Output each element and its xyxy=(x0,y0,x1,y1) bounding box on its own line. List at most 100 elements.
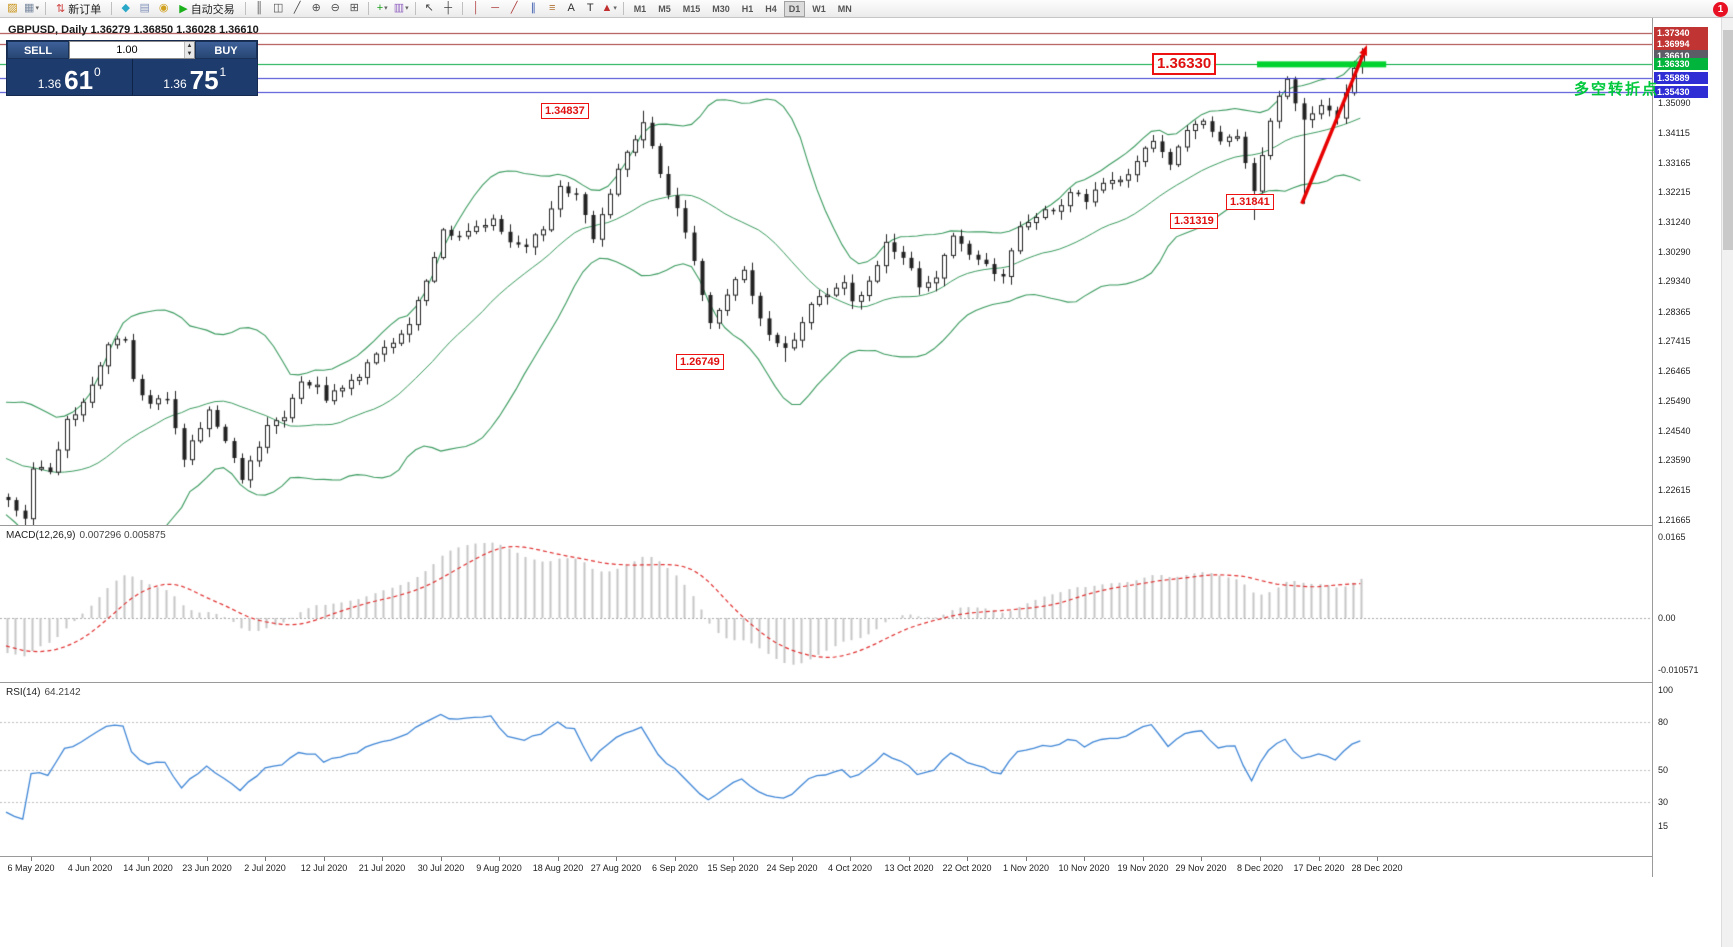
timeframe-m30[interactable]: M30 xyxy=(712,3,730,14)
new-order-button[interactable]: ⇅ 新订单 xyxy=(51,1,106,16)
timeframe-mn[interactable]: MN xyxy=(837,3,852,14)
navigator-icon[interactable]: ◉ xyxy=(158,2,169,14)
price-annotation-label[interactable]: 1.31319 xyxy=(1170,213,1218,229)
volume-down-button[interactable]: ▼ xyxy=(184,50,194,58)
indicators-icon[interactable]: + ▾ xyxy=(376,2,388,14)
zoom-out-icon[interactable]: ⊖ xyxy=(330,2,340,14)
sell-button[interactable]: SELL xyxy=(7,41,69,59)
time-tick xyxy=(207,857,208,861)
time-tick-label: 13 Oct 2020 xyxy=(884,863,934,873)
notification-badge[interactable]: 1 xyxy=(1713,2,1728,17)
price-annotation-label[interactable]: 1.31841 xyxy=(1226,194,1274,210)
new-order-button-icon: ⇅ xyxy=(56,3,66,15)
timeframe-m5[interactable]: M5 xyxy=(658,3,671,14)
profiles-icon[interactable]: ▦ ▾ xyxy=(24,2,39,14)
time-tick-label: 6 May 2020 xyxy=(7,863,55,873)
chevron-down-icon: ▾ xyxy=(405,5,409,12)
timeframe-m15[interactable]: M15 xyxy=(682,3,701,14)
vertical-line-icon[interactable]: │ xyxy=(472,2,480,14)
time-tick-label: 1 Nov 2020 xyxy=(1002,863,1050,873)
price-tick-label: 1.34115 xyxy=(1658,128,1690,139)
buy-price-big: 75 xyxy=(189,64,219,95)
autotrading-button[interactable]: ▶ 自动交易 xyxy=(174,1,239,16)
time-tick xyxy=(1260,857,1261,861)
time-tick xyxy=(558,857,559,861)
time-tick-label: 30 Jul 2020 xyxy=(417,863,465,873)
timeframe-h1[interactable]: H1 xyxy=(741,3,754,14)
zoom-in-icon[interactable]: ⊕ xyxy=(311,2,321,14)
time-tick-label: 21 Jul 2020 xyxy=(358,863,406,873)
rsi-panel-canvas[interactable] xyxy=(0,683,1652,856)
time-tick-label: 22 Oct 2020 xyxy=(942,863,992,873)
new-order-button-label: 新订单 xyxy=(68,3,102,16)
panel-separator-rsi[interactable] xyxy=(0,682,1652,683)
time-tick xyxy=(1201,857,1202,861)
timeframe-d1[interactable]: D1 xyxy=(783,0,806,17)
time-tick xyxy=(850,857,851,861)
crosshair-icon[interactable]: ┼ xyxy=(444,2,453,14)
trendline-icon[interactable]: ╱ xyxy=(510,2,518,14)
price-annotation-label[interactable]: 1.26749 xyxy=(676,354,724,370)
price-tick-label: 1.21665 xyxy=(1658,514,1691,525)
market-watch-icon[interactable]: ◆ xyxy=(121,2,130,14)
sell-price[interactable]: 1.36 61 0 xyxy=(7,59,133,95)
bar-chart-icon[interactable]: ║ xyxy=(255,2,264,14)
autotrading-button-label: 自动交易 xyxy=(190,3,235,16)
time-axis[interactable]: 6 May 2020 4 Jun 2020 14 Jun 2020 23 Jun 20… xyxy=(0,857,1652,877)
price-tick-label: 1.23590 xyxy=(1658,455,1691,466)
line-chart-icon[interactable]: ╱ xyxy=(293,2,301,14)
sell-price-prefix: 1.36 xyxy=(37,76,62,91)
volume-stepper: ▲ ▼ xyxy=(183,42,194,58)
new-chart-icon[interactable]: ▨ xyxy=(7,2,18,14)
time-tick xyxy=(148,857,149,861)
panel-separator-timeaxis xyxy=(0,856,1652,857)
time-tick xyxy=(499,857,500,861)
time-tick-label: 19 Nov 2020 xyxy=(1117,863,1169,873)
price-annotation-label[interactable]: 1.36330 xyxy=(1152,53,1217,75)
toolbar-separator xyxy=(111,2,113,15)
main-chart-canvas[interactable] xyxy=(0,18,1652,525)
fibonacci-icon[interactable]: ≡ xyxy=(548,2,556,14)
buy-price[interactable]: 1.36 75 1 xyxy=(133,59,258,95)
rsi-tick-label: 50 xyxy=(1658,765,1669,775)
time-tick xyxy=(1026,857,1027,861)
toolbar-separator xyxy=(45,2,46,15)
tile-windows-icon[interactable]: ⊞ xyxy=(349,2,359,14)
price-tick-label: 1.33165 xyxy=(1658,157,1691,168)
timeframe-w1[interactable]: W1 xyxy=(812,3,826,14)
timeframe-m1[interactable]: M1 xyxy=(633,3,647,14)
volume-input[interactable] xyxy=(70,42,184,58)
toolbar-separator xyxy=(244,2,246,15)
autotrading-button-icon: ▶ xyxy=(179,3,188,15)
price-tick-label: 1.30290 xyxy=(1658,246,1691,257)
arrows-icon[interactable]: ▲ ▾ xyxy=(601,2,617,14)
time-tick-label: 27 Aug 2020 xyxy=(590,863,642,873)
vertical-sc rollbar[interactable] xyxy=(1721,0,1733,947)
toolbar: ▨ ▦ ▾ ⇅ 新订单 ◆ ▤ ◉ ▶ 自动交易 ║ ◫ ╱ ⊕ ⊖ ⊞ + ▾ ▥ ▾ ↖ ┼ │ ─ ╱ ∥ ≡ A T ▲ ▾ M1 M5… xyxy=(0,0,1733,18)
timeframe-h4[interactable]: H4 xyxy=(765,3,777,14)
channel-icon[interactable]: ∥ xyxy=(530,2,536,14)
data-window-icon[interactable]: ▤ xyxy=(139,2,150,14)
panel-separator-macd[interactable] xyxy=(0,525,1652,526)
buy-button[interactable]: BUY xyxy=(195,41,257,59)
time-tick-label: 2 Jul 2020 xyxy=(244,863,286,873)
time-tick-label: 12 Jul 2020 xyxy=(300,863,348,873)
time-tick xyxy=(1319,857,1320,861)
scrollbar-thumb[interactable] xyxy=(1723,30,1733,250)
price-axis[interactable]: 1.35090 1.34115 1.33165 1.32215 1.31240 1.302… xyxy=(1652,18,1721,877)
macd-panel-canvas[interactable] xyxy=(0,526,1652,682)
macd-values: 0.007296 0.005875 xyxy=(79,530,166,541)
macd-name: MACD(12,26,9) xyxy=(6,530,76,541)
horizontal-line-icon[interactable]: ─ xyxy=(491,2,500,14)
cursor-icon[interactable]: ↖ xyxy=(424,2,434,14)
candlestick-chart-icon[interactable]: ◫ xyxy=(272,2,284,14)
templates-icon[interactable]: ▥ ▾ xyxy=(393,2,409,14)
macd-tick-label: 0.0165 xyxy=(1658,532,1686,543)
label-icon[interactable]: T xyxy=(586,2,594,14)
text-icon[interactable]: A xyxy=(567,2,575,14)
price-annotation-label[interactable]: 1.34837 xyxy=(541,103,589,119)
chinese-note-text[interactable]: 多空转折点 xyxy=(1574,81,1660,98)
volume-up-button[interactable]: ▲ xyxy=(184,42,194,50)
price-tick-label: 1.24540 xyxy=(1658,425,1691,436)
